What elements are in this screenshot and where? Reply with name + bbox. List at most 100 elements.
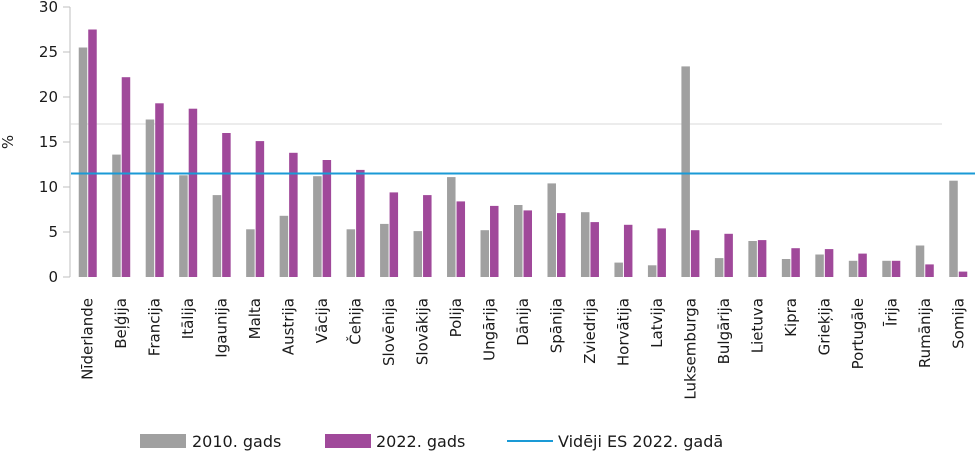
x-category-label: Beļģija [112,298,130,349]
x-category-label: Portugāle [849,298,867,369]
x-category-label: Spānija [547,298,565,353]
y-tick-label: 25 [39,43,58,61]
bar-2010 [681,66,690,278]
bar-2010 [748,241,757,277]
bar-2022 [88,29,97,277]
bar-2010 [480,230,490,277]
y-tick-label: 5 [48,223,58,241]
bar-2022 [523,210,532,277]
legend-label: Vidēji ES 2022. gadā [558,432,723,451]
bar-2010 [614,262,623,277]
bar-2022 [121,77,131,277]
bar-2022 [657,228,666,277]
bar-2022 [556,213,566,277]
bar-2010 [714,258,724,277]
x-category-label: Īrija [882,298,900,326]
bar-2010 [915,245,925,277]
bar-2010 [212,195,222,277]
bar-2022 [891,260,901,277]
x-category-label: Bulgārija [715,298,733,364]
bar-2010 [781,259,791,277]
bar-2010 [413,231,423,277]
x-category-label: Horvātija [614,298,632,366]
x-category-label: Slovēnija [380,298,398,366]
y-tick-label: 30 [39,0,58,16]
bar-2022 [255,141,265,277]
bar-2022 [690,230,700,277]
bar-2022 [824,249,834,277]
bar-2022 [724,233,733,277]
bar-2022 [389,192,399,277]
bar-2022 [623,224,633,277]
x-category-label: Malta [246,298,264,339]
x-category-label: Somija [949,298,967,349]
bar-2022 [289,152,298,277]
x-category-label: Čehija [346,298,365,345]
bar-2010 [949,180,958,277]
x-category-label: Nīderlande [79,298,97,380]
x-category-label: Grieķija [815,298,833,355]
x-category-label: Dānija [514,298,532,346]
bar-2022 [590,222,599,277]
x-category-label: Luksemburga [681,298,699,400]
bar-2022 [858,253,867,277]
bar-2022 [490,205,499,277]
bar-2010 [313,176,322,277]
bar-2010 [346,229,356,277]
bar-2010 [279,215,289,277]
y-tick-label: 20 [39,88,58,106]
bar-2010 [848,260,858,277]
bars [78,29,968,278]
bar-2022 [958,271,968,277]
bar-2010 [882,260,891,277]
x-category-label: Itālija [179,298,197,339]
bar-2010 [815,254,824,277]
x-category-label: Rumānija [916,298,934,368]
y-tick-label: 10 [39,178,58,196]
bar-2010 [514,205,523,277]
legend-label: 2010. gads [192,432,281,451]
x-category-label: Austrija [280,298,298,355]
bar-2010 [145,119,155,277]
bar-2022 [188,108,198,277]
x-category-label: Kipra [782,298,800,337]
x-category-label: Francija [146,298,164,356]
bar-2010 [380,223,389,277]
x-category-label: Polija [447,298,465,337]
bar-2022 [757,240,767,277]
y-axis-label: % [0,135,17,149]
bar-2022 [925,264,934,277]
bar-2022 [423,195,432,277]
bar-2010 [246,229,255,277]
legend-swatch [140,434,186,448]
bar-2010 [647,265,657,277]
x-axis-labels: Nīderlande Beļģija Francija Itālija Igaunija… [79,298,968,400]
x-category-label: Zviedrija [581,298,599,364]
y-tick-label: 15 [39,133,58,151]
x-category-label: Vācija [313,298,331,343]
bar-2022 [322,160,332,277]
bar-2010 [112,154,121,277]
y-axis: 0 5 10 15 20 25 30 [39,0,942,286]
bar-2010 [580,212,590,277]
bar-2022 [791,248,800,277]
bar-2022 [356,169,365,277]
bar-2010 [447,177,456,277]
bar-2010 [78,47,88,277]
legend-swatch [325,434,371,448]
bar-2010 [547,183,556,277]
legend: 2010. gads 2022. gads Vidēji ES 2022. gadā [140,432,723,451]
x-category-label: Lietuva [748,298,766,353]
x-category-label: Igaunija [213,298,231,358]
bar-2022 [222,133,231,277]
legend-label: 2022. gads [376,432,465,451]
x-category-label: Ungārija [481,298,499,361]
bar-2022 [155,103,164,277]
x-category-label: Latvija [648,298,666,348]
y-tick-label: 0 [48,268,58,286]
bar-2010 [179,175,188,277]
x-category-label: Slovākija [414,298,432,365]
bar-2022 [456,201,466,277]
